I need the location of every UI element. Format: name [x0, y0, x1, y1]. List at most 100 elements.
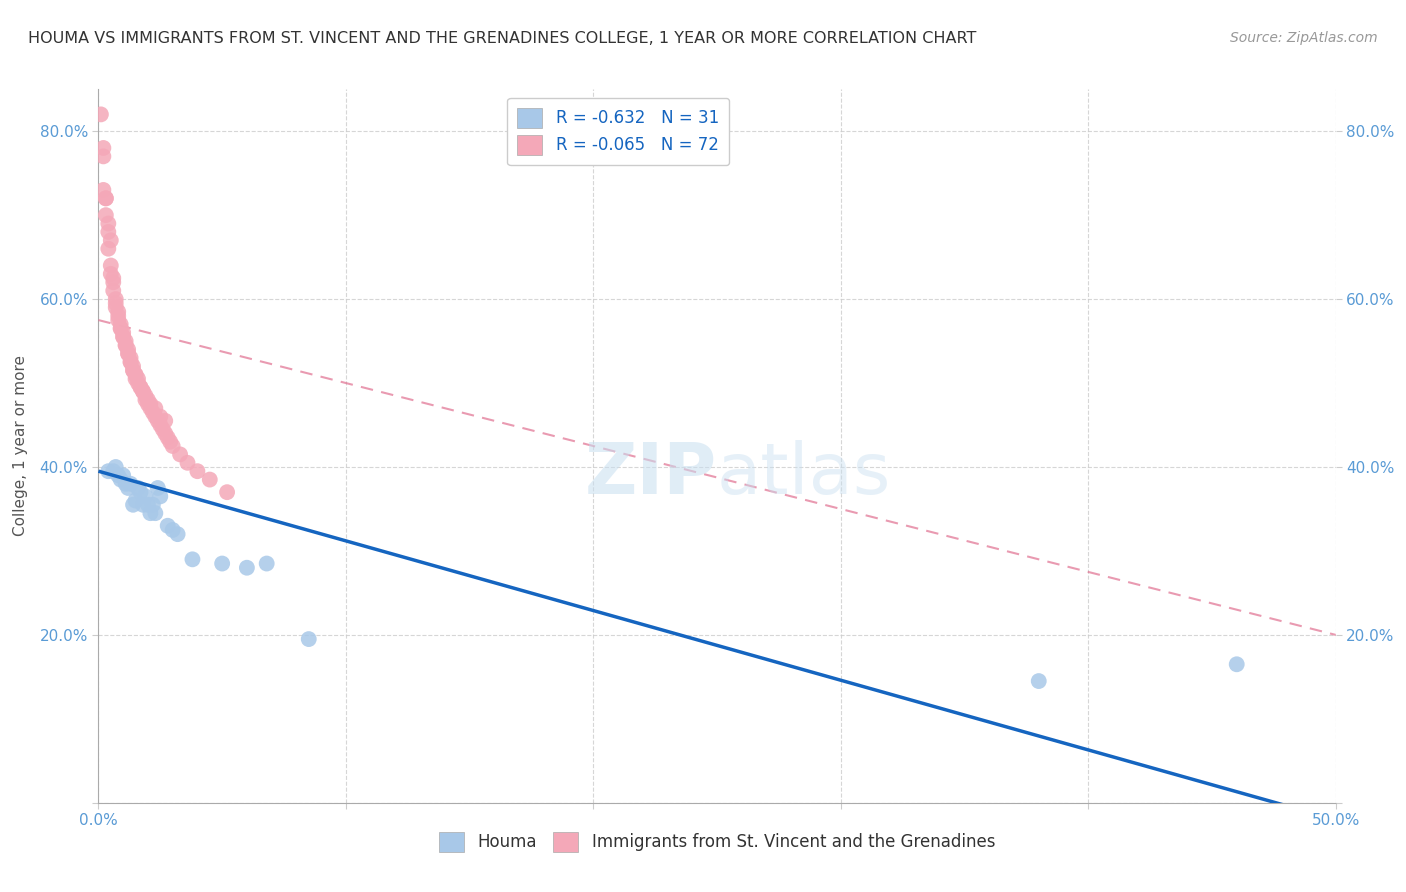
Point: [122, 363, 145, 377]
Point: [236, 560, 259, 574]
Point: [129, 380, 152, 394]
Point: [117, 343, 139, 357]
Point: [149, 409, 172, 424]
Point: [94, 191, 117, 205]
Point: [217, 485, 239, 500]
Point: [124, 368, 146, 382]
Text: atlas: atlas: [717, 440, 891, 509]
Point: [142, 498, 165, 512]
Legend: Houma, Immigrants from St. Vincent and the Grenadines: Houma, Immigrants from St. Vincent and t…: [432, 825, 1002, 859]
Point: [136, 397, 159, 411]
Point: [114, 334, 136, 348]
Point: [117, 346, 139, 360]
Point: [156, 518, 179, 533]
Point: [97, 225, 120, 239]
Text: Source: ZipAtlas.com: Source: ZipAtlas.com: [1230, 31, 1378, 45]
Point: [139, 397, 162, 411]
Point: [114, 338, 136, 352]
Point: [124, 493, 146, 508]
Point: [134, 392, 156, 407]
Point: [97, 242, 120, 256]
Point: [104, 292, 127, 306]
Point: [112, 330, 135, 344]
Point: [100, 267, 122, 281]
Point: [146, 414, 169, 428]
Point: [114, 476, 136, 491]
Point: [176, 456, 198, 470]
Point: [1028, 674, 1050, 689]
Point: [107, 313, 129, 327]
Point: [120, 355, 142, 369]
Point: [104, 301, 127, 315]
Point: [149, 489, 172, 503]
Point: [93, 149, 115, 163]
Point: [107, 304, 129, 318]
Point: [120, 351, 142, 365]
Point: [117, 481, 139, 495]
Point: [298, 632, 321, 646]
Point: [112, 468, 135, 483]
Point: [143, 506, 166, 520]
Point: [256, 557, 278, 571]
Point: [139, 506, 162, 520]
Point: [136, 498, 159, 512]
Point: [149, 417, 172, 432]
Point: [132, 384, 155, 399]
Point: [159, 434, 181, 449]
Point: [155, 414, 177, 428]
Point: [127, 376, 149, 390]
Point: [122, 498, 145, 512]
Point: [198, 473, 221, 487]
Point: [93, 141, 115, 155]
Point: [127, 481, 149, 495]
Point: [107, 468, 129, 483]
Point: [124, 368, 146, 382]
Point: [156, 431, 179, 445]
Point: [120, 476, 142, 491]
Point: [136, 392, 159, 407]
Point: [146, 481, 169, 495]
Point: [1226, 657, 1249, 672]
Point: [94, 191, 117, 205]
Point: [97, 217, 120, 231]
Text: HOUMA VS IMMIGRANTS FROM ST. VINCENT AND THE GRENADINES COLLEGE, 1 YEAR OR MORE : HOUMA VS IMMIGRANTS FROM ST. VINCENT AND…: [28, 31, 977, 46]
Point: [124, 372, 146, 386]
Point: [112, 326, 135, 340]
Y-axis label: College, 1 year or more: College, 1 year or more: [14, 356, 28, 536]
Point: [104, 296, 127, 310]
Point: [132, 384, 155, 399]
Point: [117, 346, 139, 360]
Point: [132, 498, 155, 512]
Point: [110, 473, 132, 487]
Point: [129, 485, 152, 500]
Point: [162, 523, 184, 537]
Point: [143, 409, 166, 424]
Point: [134, 389, 156, 403]
Point: [166, 527, 188, 541]
Point: [107, 309, 129, 323]
Point: [103, 271, 125, 285]
Point: [90, 107, 112, 121]
Point: [97, 464, 120, 478]
Point: [112, 330, 135, 344]
Point: [110, 321, 132, 335]
Point: [93, 183, 115, 197]
Point: [94, 208, 117, 222]
Point: [139, 401, 162, 416]
Point: [186, 464, 208, 478]
Point: [162, 439, 184, 453]
Point: [110, 321, 132, 335]
Point: [114, 338, 136, 352]
Text: ZIP: ZIP: [585, 440, 717, 509]
Point: [134, 489, 156, 503]
Point: [129, 380, 152, 394]
Point: [122, 359, 145, 374]
Point: [100, 233, 122, 247]
Point: [104, 460, 127, 475]
Point: [152, 422, 174, 436]
Point: [100, 259, 122, 273]
Point: [143, 401, 166, 416]
Point: [110, 318, 132, 332]
Point: [181, 552, 204, 566]
Point: [127, 372, 149, 386]
